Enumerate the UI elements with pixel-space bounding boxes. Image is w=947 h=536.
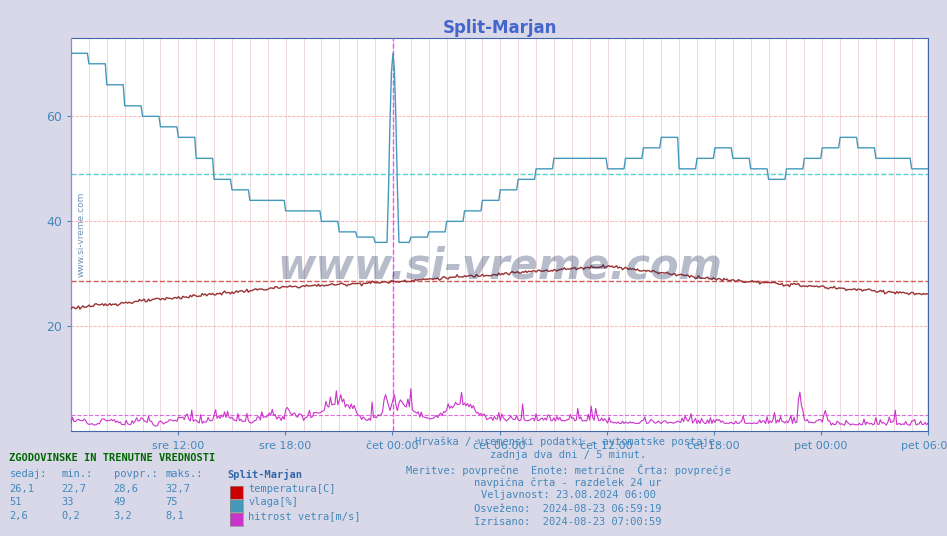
Text: hitrost vetra[m/s]: hitrost vetra[m/s]	[248, 511, 361, 521]
Text: Izrisano:  2024-08-23 07:00:59: Izrisano: 2024-08-23 07:00:59	[474, 517, 662, 527]
Text: temperatura[C]: temperatura[C]	[248, 484, 335, 494]
Text: zadnja dva dni / 5 minut.: zadnja dva dni / 5 minut.	[491, 450, 646, 460]
Text: povpr.:: povpr.:	[114, 469, 157, 479]
Text: www.si-vreme.com: www.si-vreme.com	[77, 192, 86, 277]
Text: sedaj:: sedaj:	[9, 469, 47, 479]
Text: 22,7: 22,7	[62, 484, 86, 494]
Text: 51: 51	[9, 497, 22, 508]
Text: Veljavnost: 23.08.2024 06:00: Veljavnost: 23.08.2024 06:00	[481, 490, 655, 501]
Text: Meritve: povprečne  Enote: metrične  Črta: povprečje: Meritve: povprečne Enote: metrične Črta:…	[405, 464, 731, 475]
Text: 26,1: 26,1	[9, 484, 34, 494]
Text: 2,6: 2,6	[9, 511, 28, 521]
Text: min.:: min.:	[62, 469, 93, 479]
Text: Hrvaška / vremenski podatki - avtomatske postaje.: Hrvaška / vremenski podatki - avtomatske…	[415, 437, 722, 448]
Text: www.si-vreme.com: www.si-vreme.com	[277, 245, 722, 287]
Text: 3,2: 3,2	[114, 511, 133, 521]
Text: 32,7: 32,7	[166, 484, 190, 494]
Text: maks.:: maks.:	[166, 469, 204, 479]
Text: 33: 33	[62, 497, 74, 508]
Text: ZGODOVINSKE IN TRENUTNE VREDNOSTI: ZGODOVINSKE IN TRENUTNE VREDNOSTI	[9, 453, 216, 463]
Text: Osveženo:  2024-08-23 06:59:19: Osveženo: 2024-08-23 06:59:19	[474, 504, 662, 514]
Text: 49: 49	[114, 497, 126, 508]
Text: 28,6: 28,6	[114, 484, 138, 494]
Text: 75: 75	[166, 497, 178, 508]
Text: vlaga[%]: vlaga[%]	[248, 497, 298, 508]
Text: navpična črta - razdelek 24 ur: navpična črta - razdelek 24 ur	[474, 477, 662, 488]
Title: Split-Marjan: Split-Marjan	[442, 19, 557, 38]
Text: Split-Marjan: Split-Marjan	[227, 469, 302, 480]
Text: 0,2: 0,2	[62, 511, 80, 521]
Text: 8,1: 8,1	[166, 511, 185, 521]
